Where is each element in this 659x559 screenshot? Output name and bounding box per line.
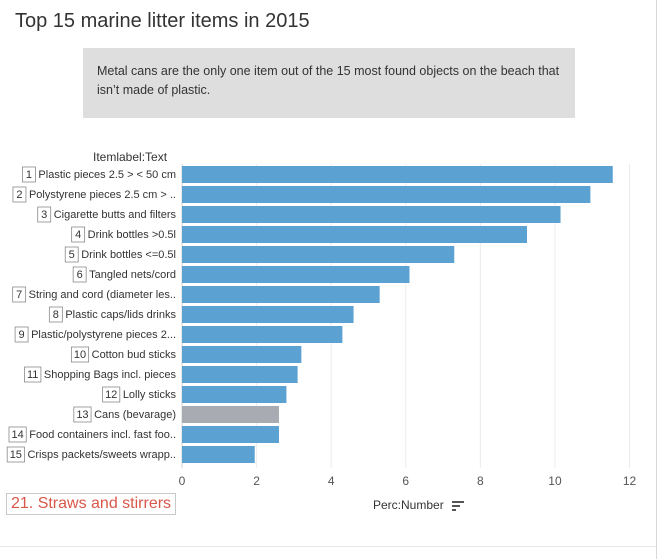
rank-number: 5 [69, 249, 75, 261]
row-label[interactable]: Plastic caps/lids drinks [65, 309, 176, 321]
bar-chart: 0 2 4 6 8 10 12 Plastic pieces 2.5 > < 50 cm 1 Po… [6, 164, 637, 488]
row-label[interactable]: Cigarette butts and filters [54, 209, 177, 221]
row-label[interactable]: Drink bottles <=0.5l [81, 249, 176, 261]
rank-box [22, 166, 36, 183]
rank-number: 15 [10, 449, 22, 461]
x-tick-label: 2 [253, 474, 260, 488]
rank-number: 3 [41, 209, 47, 221]
rank-box [102, 386, 121, 403]
rank-number: 8 [53, 309, 59, 321]
rank-number: 2 [16, 189, 22, 201]
sort-descending-icon[interactable] [452, 501, 464, 511]
rank-box [14, 326, 29, 343]
row-label[interactable]: Tangled nets/cord [89, 269, 176, 281]
rank-box [12, 186, 27, 203]
bar[interactable] [182, 306, 354, 323]
rank-box [72, 266, 87, 283]
row-label[interactable]: Plastic pieces 2.5 > < 50 cm [38, 169, 176, 181]
bar[interactable] [182, 206, 561, 223]
bar[interactable] [182, 186, 591, 203]
rank-box [48, 306, 63, 323]
rank-box [37, 206, 52, 223]
rank-number: 7 [16, 289, 22, 301]
highlight-callout: 21. Straws and stirrers [6, 493, 177, 515]
row-label[interactable]: Food containers incl. fast foo.. [29, 429, 176, 441]
row-label[interactable]: Crisps packets/sweets wrapp.. [27, 449, 176, 461]
bar[interactable] [182, 266, 410, 283]
bar[interactable] [182, 246, 455, 263]
frame-right-edge [656, 0, 657, 559]
bar[interactable] [182, 406, 279, 423]
x-tick-label: 6 [402, 474, 409, 488]
row-header[interactable]: Itemlabel:Text [93, 150, 168, 164]
rank-number: 14 [12, 429, 24, 441]
rank-number: 4 [75, 229, 81, 241]
bar[interactable] [182, 446, 255, 463]
rank-number: 12 [105, 389, 117, 401]
rank-box [8, 426, 27, 443]
x-tick-label: 4 [328, 474, 335, 488]
chart-title: Top 15 marine litter items in 2015 [15, 10, 310, 32]
row-label[interactable]: String and cord (diameter les.. [29, 289, 176, 301]
x-tick-label: 8 [477, 474, 484, 488]
rank-box [64, 246, 79, 263]
bar[interactable] [182, 426, 279, 443]
rank-number: 1 [26, 169, 32, 181]
rank-number: 11 [27, 369, 38, 381]
frame-bottom-edge [0, 546, 656, 547]
bar[interactable] [182, 346, 302, 363]
row-label[interactable]: Drink bottles >0.5l [88, 229, 176, 241]
x-tick-label: 0 [179, 474, 186, 488]
annotation-box: Metal cans are the only one item out of … [83, 48, 575, 118]
row-label[interactable]: Plastic/polystyrene pieces 2... [31, 329, 176, 341]
bar[interactable] [182, 366, 298, 383]
row-label[interactable]: Polystyrene pieces 2.5 cm > .. [29, 189, 176, 201]
x-tick-label: 12 [623, 474, 637, 488]
bar[interactable] [182, 286, 380, 303]
rank-box [24, 366, 42, 383]
bar[interactable] [182, 226, 527, 243]
x-axis-title[interactable]: Perc:Number [373, 498, 444, 512]
rank-number: 9 [19, 329, 25, 341]
bar[interactable] [182, 166, 613, 183]
rank-box [12, 286, 27, 303]
rank-number: 13 [76, 409, 88, 421]
row-label[interactable]: Cans (bevarage) [94, 409, 176, 421]
rank-box [73, 406, 92, 423]
rank-box [70, 346, 90, 363]
row-label[interactable]: Cotton bud sticks [92, 349, 177, 361]
x-tick-label: 10 [548, 474, 562, 488]
rank-number: 6 [77, 269, 83, 281]
bar[interactable] [182, 326, 343, 343]
row-label[interactable]: Lolly sticks [123, 389, 177, 401]
rank-number: 10 [74, 349, 86, 361]
rank-box [71, 226, 86, 243]
bar[interactable] [182, 386, 287, 403]
rank-box [6, 446, 25, 463]
row-label[interactable]: Shopping Bags incl. pieces [44, 369, 177, 381]
